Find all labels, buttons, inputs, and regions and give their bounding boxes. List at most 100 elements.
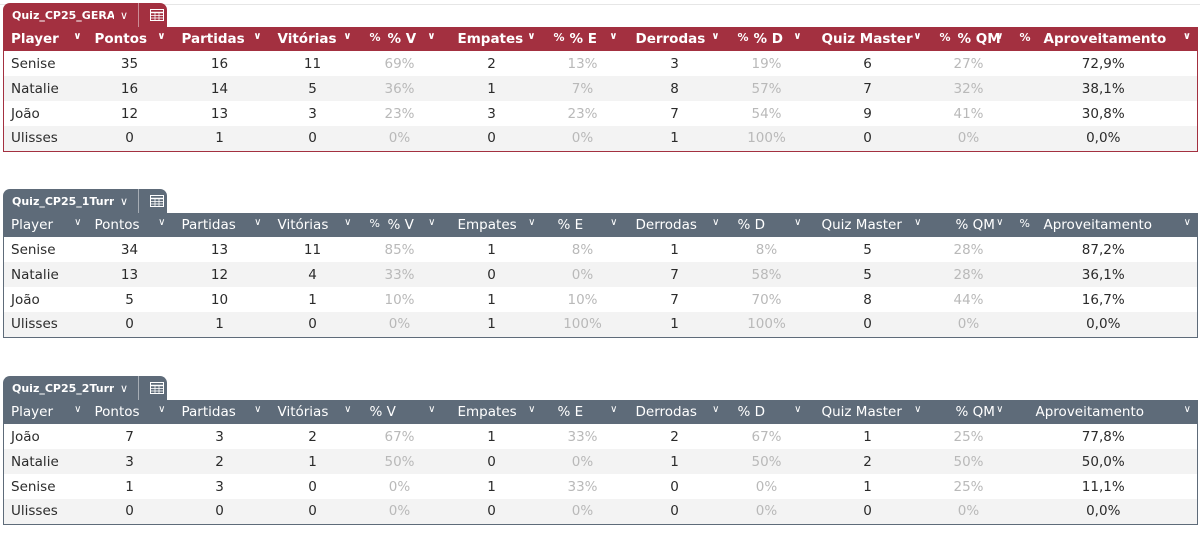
chevron-down-icon[interactable]: ∨ bbox=[158, 404, 166, 415]
cell-vitorias[interactable]: 1 bbox=[308, 291, 317, 308]
chevron-down-icon[interactable]: ∨ bbox=[74, 217, 82, 228]
cell-pct-e[interactable]: 33% bbox=[567, 478, 598, 495]
cell-aproveitamento[interactable]: 36,1% bbox=[1009, 262, 1198, 287]
chevron-down-icon[interactable]: ∨ bbox=[914, 404, 922, 415]
cell-player[interactable]: Ulisses bbox=[3, 499, 88, 524]
cell-vitorias[interactable]: 0 bbox=[267, 499, 358, 524]
column-header-vitorias[interactable]: Vitórias ∨ bbox=[277, 404, 352, 420]
chevron-down-icon[interactable]: ∨ bbox=[254, 217, 262, 228]
table-grid-icon[interactable] bbox=[150, 195, 164, 207]
cell-partidas[interactable]: 10 bbox=[210, 291, 229, 308]
cell-pct-qm[interactable]: 41% bbox=[953, 105, 984, 122]
column-header-pct-d[interactable]: % D ∨ bbox=[737, 217, 802, 233]
cell-empates[interactable]: 1 bbox=[441, 312, 542, 337]
cell-derrodas[interactable]: 7 bbox=[670, 105, 679, 122]
cell-vitorias[interactable]: 4 bbox=[267, 262, 358, 287]
cell-vitorias[interactable]: 11 bbox=[303, 241, 322, 258]
table-tab[interactable]: Quiz_CP25_1Turno ∨ bbox=[3, 189, 167, 213]
cell-vitorias[interactable]: 1 bbox=[267, 449, 358, 474]
cell-pct-v[interactable]: 10% bbox=[384, 291, 415, 308]
cell-pontos[interactable]: 0 bbox=[87, 126, 172, 151]
cell-pontos[interactable]: 3 bbox=[87, 449, 172, 474]
column-header-partidas[interactable]: Partidas ∨ bbox=[181, 217, 262, 233]
chevron-down-icon[interactable]: ∨ bbox=[913, 31, 922, 42]
table-tab[interactable]: Quiz_CP25_2Turno ∨ bbox=[3, 376, 167, 400]
cell-pct-qm[interactable]: 0% bbox=[927, 126, 1010, 151]
cell-pct-d[interactable]: 70% bbox=[751, 291, 782, 308]
cell-vitorias[interactable]: 2 bbox=[308, 428, 317, 445]
cell-quiz-master[interactable]: 5 bbox=[863, 241, 872, 258]
cell-vitorias[interactable]: 11 bbox=[303, 55, 322, 72]
column-header-pct-v[interactable]: %% V ∨ bbox=[369, 217, 436, 233]
cell-pontos[interactable]: 35 bbox=[120, 55, 139, 72]
cell-derrodas[interactable]: 0 bbox=[623, 499, 726, 524]
cell-pct-d[interactable]: 57% bbox=[725, 76, 808, 101]
cell-aproveitamento[interactable]: 16,7% bbox=[1081, 291, 1125, 308]
cell-pct-v[interactable]: 0% bbox=[388, 478, 411, 495]
cell-pct-v[interactable]: 69% bbox=[384, 55, 415, 72]
table-grid-icon[interactable] bbox=[150, 382, 164, 394]
cell-derrodas[interactable]: 8 bbox=[623, 76, 726, 101]
cell-pct-qm[interactable]: 32% bbox=[927, 76, 1010, 101]
cell-pct-e[interactable]: 100% bbox=[541, 312, 624, 337]
cell-aproveitamento[interactable]: 0,0% bbox=[1009, 312, 1198, 337]
cell-pct-d[interactable]: 8% bbox=[755, 241, 778, 258]
chevron-down-icon[interactable]: ∨ bbox=[528, 404, 536, 415]
cell-pontos[interactable]: 0 bbox=[87, 312, 172, 337]
cell-aproveitamento[interactable]: 30,8% bbox=[1081, 105, 1125, 122]
chevron-down-icon[interactable]: ∨ bbox=[711, 31, 720, 42]
cell-player[interactable]: Ulisses bbox=[3, 312, 88, 337]
cell-pct-qm[interactable]: 50% bbox=[927, 449, 1010, 474]
column-header-partidas[interactable]: Partidas ∨ bbox=[181, 404, 262, 420]
cell-pct-e[interactable]: 13% bbox=[567, 55, 598, 72]
cell-derrodas[interactable]: 0 bbox=[670, 478, 679, 495]
cell-empates[interactable]: 1 bbox=[487, 291, 496, 308]
table-tab[interactable]: Quiz_CP25_GERAL ∨ bbox=[3, 3, 167, 27]
cell-empates[interactable]: 1 bbox=[487, 428, 496, 445]
cell-pontos[interactable]: 12 bbox=[120, 105, 139, 122]
cell-derrodas[interactable]: 7 bbox=[670, 291, 679, 308]
column-header-quiz-master[interactable]: Quiz Master ∨ bbox=[821, 217, 922, 233]
cell-player[interactable]: Ulisses bbox=[3, 126, 88, 151]
column-header-empates[interactable]: Empates ∨ bbox=[457, 404, 536, 420]
cell-player[interactable]: João bbox=[11, 105, 40, 122]
cell-pct-v[interactable]: 67% bbox=[384, 428, 415, 445]
cell-aproveitamento[interactable]: 0,0% bbox=[1009, 126, 1198, 151]
chevron-down-icon[interactable]: ∨ bbox=[794, 404, 802, 415]
cell-derrodas[interactable]: 2 bbox=[670, 428, 679, 445]
cell-aproveitamento[interactable]: 72,9% bbox=[1081, 55, 1125, 72]
cell-quiz-master[interactable]: 1 bbox=[863, 478, 872, 495]
column-header-aproveitamento[interactable]: Aproveitamento ∨ bbox=[1035, 404, 1192, 420]
cell-pct-e[interactable]: 0% bbox=[541, 126, 624, 151]
cell-partidas[interactable]: 13 bbox=[210, 241, 229, 258]
cell-aproveitamento[interactable]: 87,2% bbox=[1081, 241, 1125, 258]
cell-vitorias[interactable]: 0 bbox=[267, 312, 358, 337]
cell-pct-d[interactable]: 58% bbox=[725, 262, 808, 287]
cell-pontos[interactable]: 0 bbox=[87, 499, 172, 524]
cell-vitorias[interactable]: 5 bbox=[267, 76, 358, 101]
cell-empates[interactable]: 0 bbox=[441, 449, 542, 474]
cell-derrodas[interactable]: 7 bbox=[623, 262, 726, 287]
column-header-pontos[interactable]: Pontos ∨ bbox=[94, 217, 166, 233]
chevron-down-icon[interactable]: ∨ bbox=[527, 31, 536, 42]
chevron-down-icon[interactable]: ∨ bbox=[1183, 217, 1191, 228]
cell-empates[interactable]: 1 bbox=[487, 241, 496, 258]
cell-pct-e[interactable]: 7% bbox=[541, 76, 624, 101]
cell-pct-qm[interactable]: 44% bbox=[953, 291, 984, 308]
cell-pct-v[interactable]: 0% bbox=[357, 126, 442, 151]
column-header-pct-v[interactable]: % V ∨ bbox=[369, 404, 436, 420]
column-header-pct-qm[interactable]: % QM ∨ bbox=[955, 217, 1004, 233]
cell-pct-qm[interactable]: 25% bbox=[953, 428, 984, 445]
chevron-down-icon[interactable]: ∨ bbox=[73, 31, 82, 42]
cell-aproveitamento[interactable]: 77,8% bbox=[1081, 428, 1125, 445]
chevron-down-icon[interactable]: ∨ bbox=[995, 31, 1004, 42]
cell-empates[interactable]: 0 bbox=[441, 126, 542, 151]
cell-pct-v[interactable]: 36% bbox=[357, 76, 442, 101]
cell-pct-d[interactable]: 0% bbox=[755, 478, 778, 495]
cell-partidas[interactable]: 3 bbox=[215, 428, 224, 445]
cell-quiz-master[interactable]: 7 bbox=[807, 76, 928, 101]
cell-partidas[interactable]: 2 bbox=[171, 449, 268, 474]
cell-player[interactable]: Senise bbox=[11, 55, 56, 72]
cell-partidas[interactable]: 13 bbox=[210, 105, 229, 122]
column-header-empates[interactable]: Empates ∨ bbox=[457, 31, 536, 47]
